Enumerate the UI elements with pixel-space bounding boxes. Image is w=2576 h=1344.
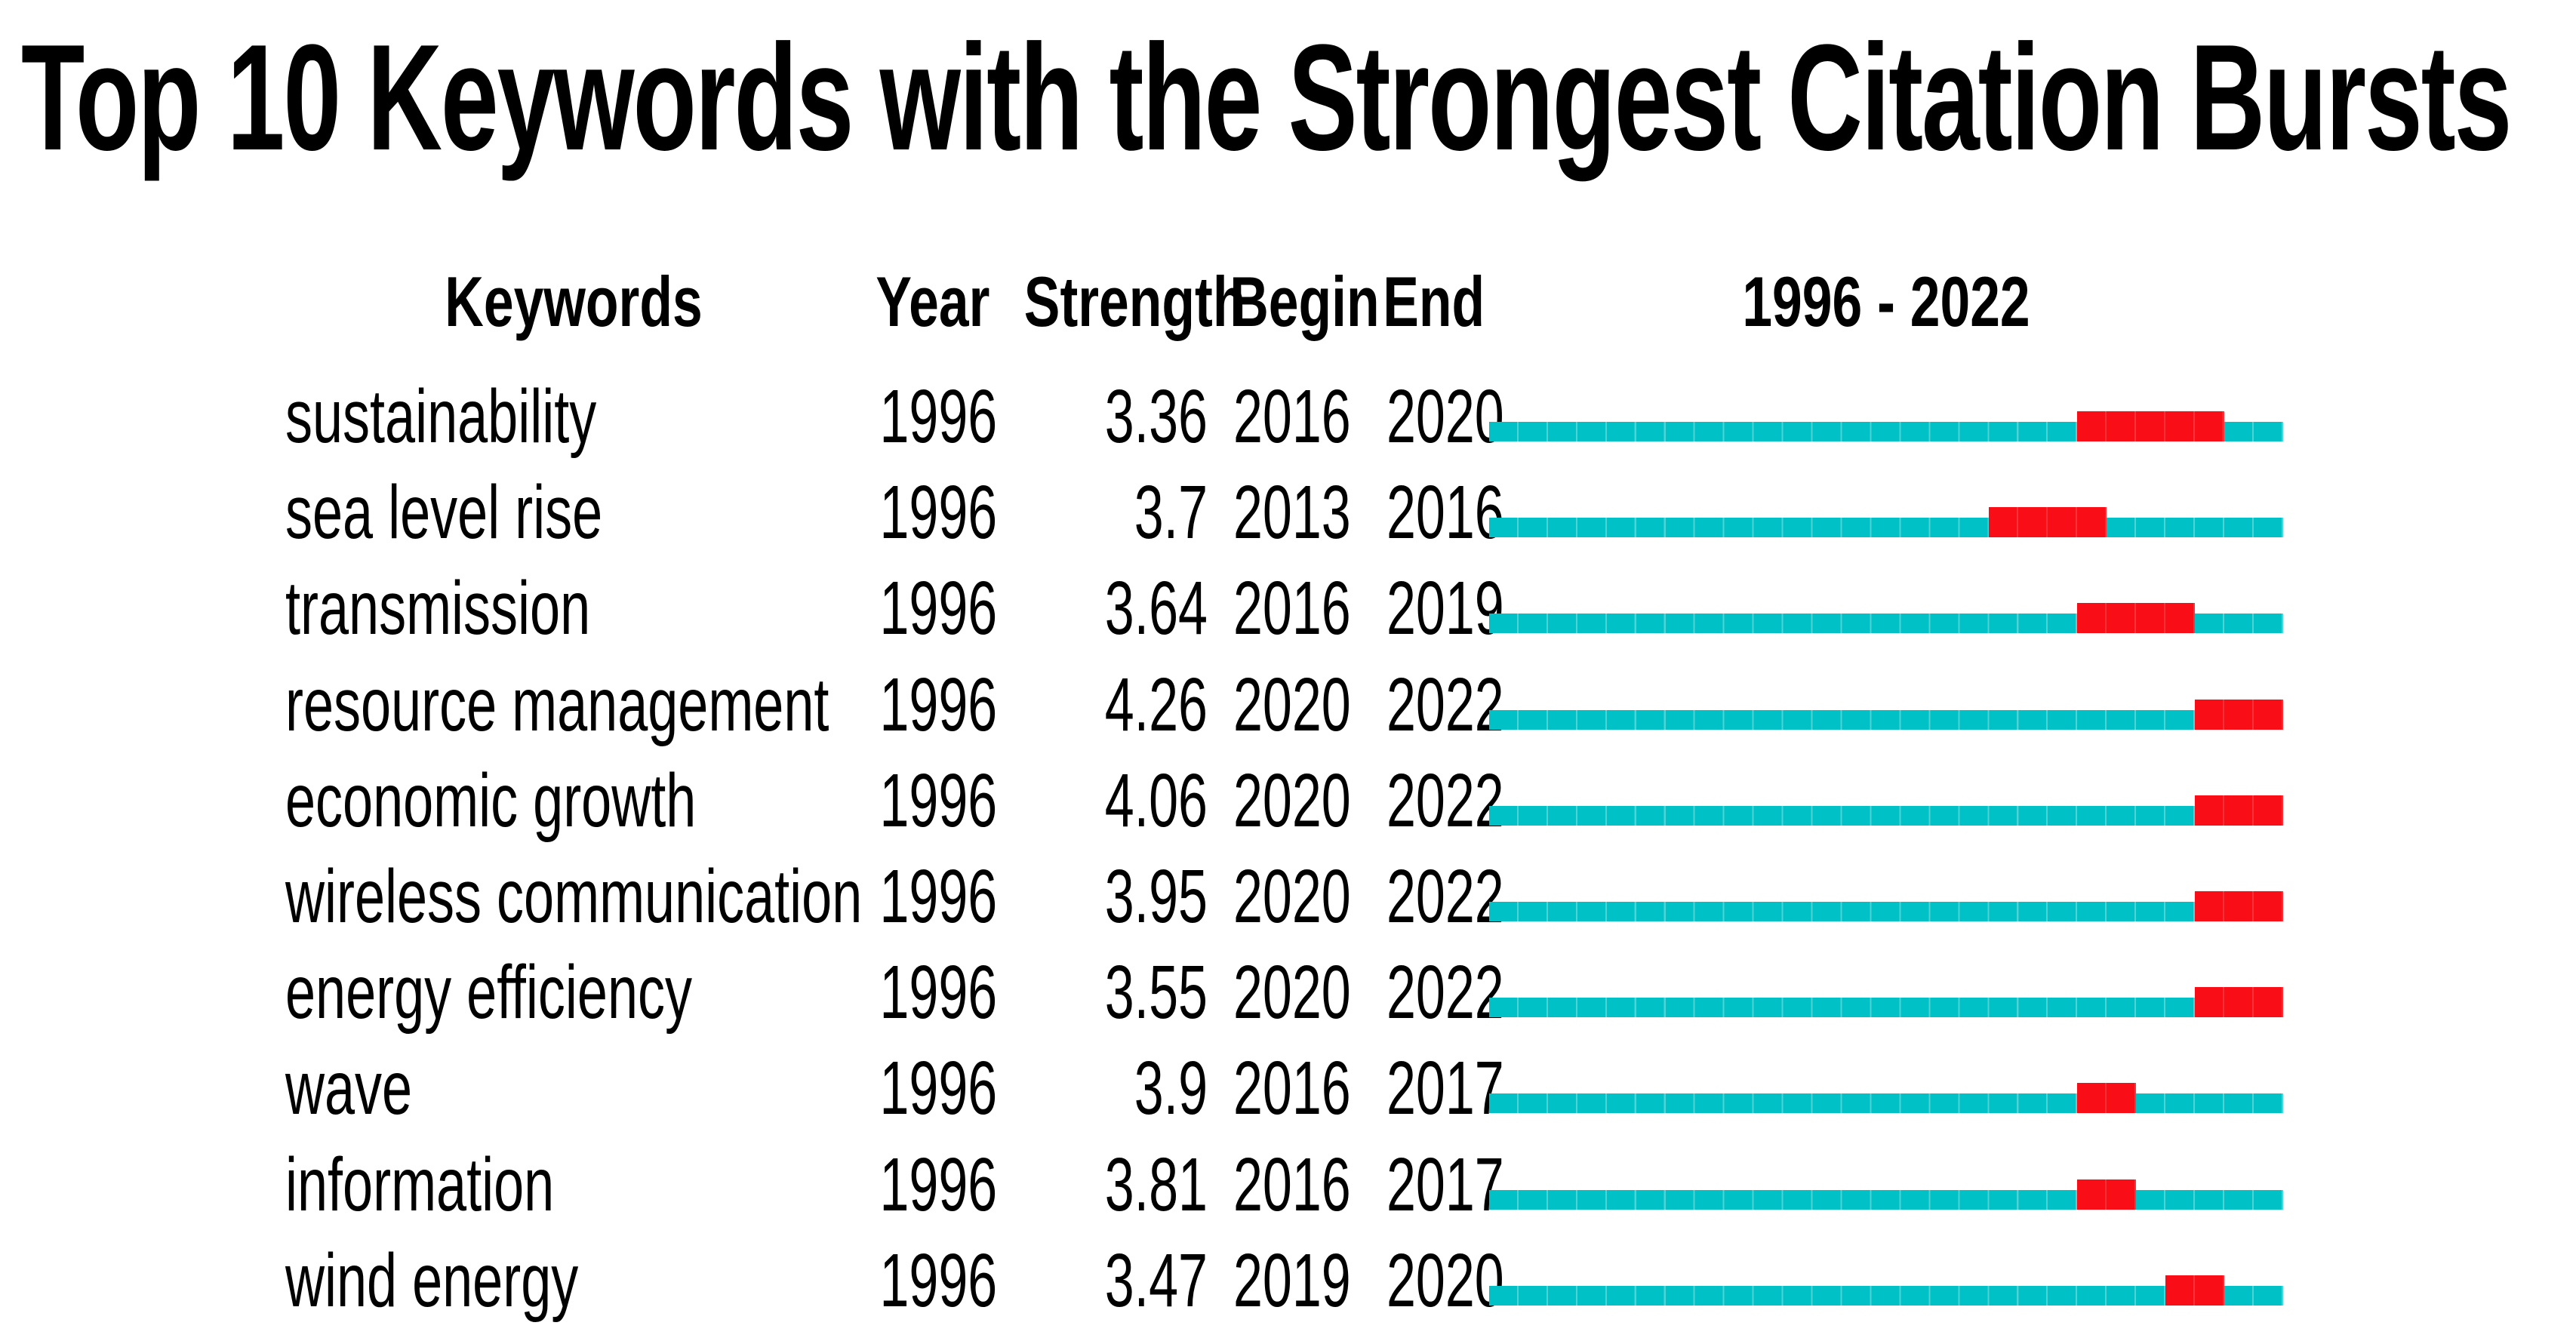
begin-cell: 2020 [1233,758,1351,843]
timeline-track [1489,1189,2283,1210]
year-cell: 1996 [879,758,998,843]
column-header-end: End [1383,262,1485,341]
keyword-cell: information [285,1142,555,1227]
end-cell: 2022 [1386,758,1504,843]
column-header-strength: Strength [1023,262,1246,341]
year-cell: 1996 [879,950,998,1035]
burst-bar [2077,603,2196,634]
begin-cell: 2013 [1233,470,1351,555]
keyword-cell: wireless communication [285,854,863,939]
keyword-cell: sustainability [285,374,597,459]
burst-bar [2195,699,2283,730]
strength-cell: 4.06 [1104,758,1208,843]
year-cell: 1996 [879,1238,998,1323]
strength-cell: 4.26 [1104,662,1208,747]
begin-cell: 2016 [1233,374,1351,459]
column-header-year: Year [876,262,990,341]
strength-cell: 3.81 [1104,1142,1208,1227]
end-cell: 2020 [1386,374,1504,459]
year-cell: 1996 [879,566,998,651]
keyword-cell: sea level rise [285,470,603,555]
burst-bar [2195,795,2283,826]
burst-bar [2165,1275,2225,1306]
begin-cell: 2020 [1233,854,1351,939]
keyword-cell: wind energy [285,1238,579,1323]
timeline-track [1489,1285,2283,1306]
end-cell: 2020 [1386,1238,1504,1323]
end-cell: 2017 [1386,1046,1504,1131]
column-header-keywords: Keywords [445,262,703,341]
year-cell: 1996 [879,1046,998,1131]
burst-bar [2077,1179,2137,1210]
column-header-begin: Begin [1230,262,1380,341]
figure-title: Top 10 Keywords with the Strongest Citat… [21,14,2512,182]
burst-bar [2077,411,2225,441]
year-cell: 1996 [879,662,998,747]
burst-bar [2195,987,2283,1018]
timeline-track [1489,1093,2283,1114]
strength-cell: 3.47 [1104,1238,1208,1323]
keyword-cell: resource management [285,662,829,747]
strength-cell: 3.95 [1104,854,1208,939]
keyword-cell: transmission [285,566,591,651]
timeline-track [1489,902,2283,921]
strength-cell: 3.55 [1104,950,1208,1035]
end-cell: 2017 [1386,1142,1504,1227]
end-cell: 2022 [1386,662,1504,747]
timeline-track [1489,709,2283,730]
burst-bar [2195,891,2283,921]
year-cell: 1996 [879,470,998,555]
strength-cell: 3.9 [1134,1046,1208,1131]
begin-cell: 2019 [1233,1238,1351,1323]
column-header-timeline-range: 1996 - 2022 [1742,262,2030,341]
begin-cell: 2020 [1233,662,1351,747]
timeline-track [1489,518,2283,538]
begin-cell: 2016 [1233,1046,1351,1131]
end-cell: 2022 [1386,950,1504,1035]
keyword-cell: energy efficiency [285,950,692,1035]
strength-cell: 3.7 [1134,470,1208,555]
year-cell: 1996 [879,1142,998,1227]
year-cell: 1996 [879,374,998,459]
strength-cell: 3.64 [1104,566,1208,651]
begin-cell: 2016 [1233,566,1351,651]
burst-bar [2077,1083,2137,1114]
keyword-cell: economic growth [285,758,697,843]
end-cell: 2022 [1386,854,1504,939]
keyword-cell: wave [285,1046,413,1131]
strength-cell: 3.36 [1104,374,1208,459]
year-cell: 1996 [879,854,998,939]
timeline-track [1489,998,2283,1018]
begin-cell: 2020 [1233,950,1351,1035]
end-cell: 2016 [1386,470,1504,555]
timeline-track [1489,805,2283,826]
burst-bar [1989,507,2107,538]
begin-cell: 2016 [1233,1142,1351,1227]
end-cell: 2019 [1386,566,1504,651]
